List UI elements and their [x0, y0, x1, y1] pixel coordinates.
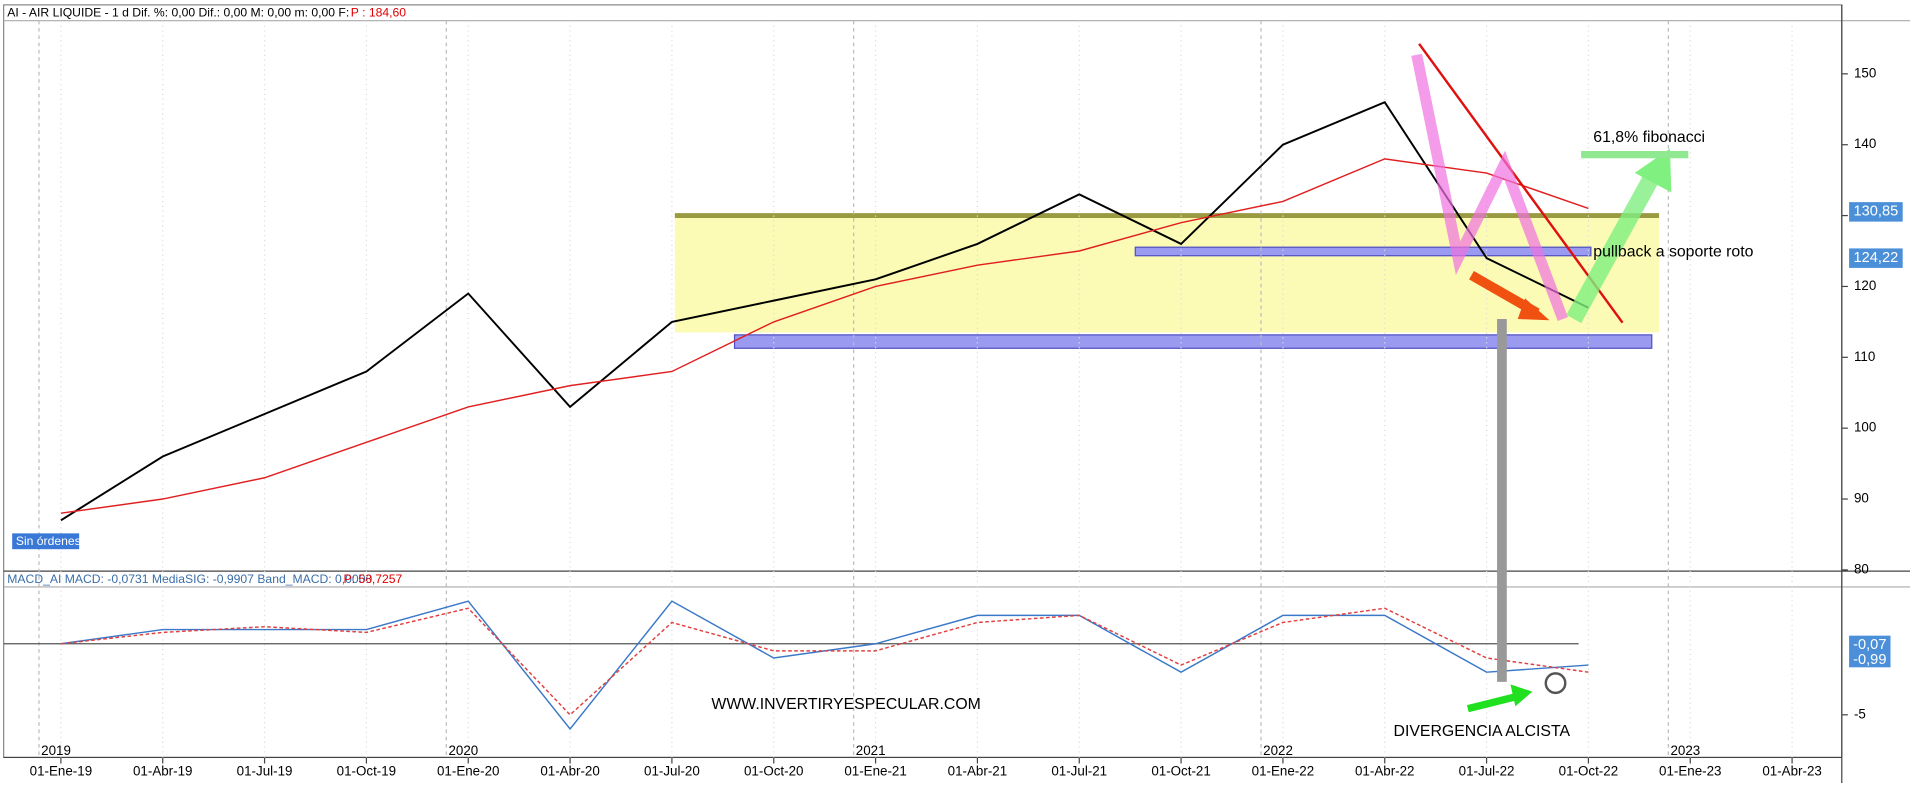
year-label: 2023	[1670, 743, 1700, 758]
x-tick-label: 01-Ene-23	[1659, 764, 1721, 779]
x-tick-label: 01-Jul-20	[644, 764, 700, 779]
wave-drawing	[1411, 53, 1568, 321]
year-label: 2019	[41, 743, 71, 758]
y-tick-label: 90	[1854, 491, 1869, 506]
year-label: 2021	[856, 743, 886, 758]
y-tick-label: 140	[1854, 136, 1876, 151]
annotation: pullback a soporte roto	[1593, 243, 1753, 260]
chart-subtitle: P : 184,60	[351, 6, 406, 20]
series-line	[60, 158, 1589, 514]
y-tick-label: 100	[1854, 420, 1876, 435]
support-zone	[1134, 246, 1592, 257]
macd-title: MACD_AI MACD: -0,0731 MediaSIG: -0,9907 …	[7, 572, 372, 586]
annotation: WWW.INVERTIRYESPECULAR.COM	[711, 696, 980, 713]
x-tick-label: 01-Ene-19	[30, 764, 92, 779]
x-tick-label: 01-Oct-22	[1559, 764, 1618, 779]
range-zone	[674, 216, 1660, 333]
macd-badge	[1849, 635, 1891, 668]
x-tick-label: 01-Abr-21	[948, 764, 1007, 779]
chart-title: AI - AIR LIQUIDE - 1 d Dif. %: 0,00 Dif.…	[7, 6, 349, 20]
macd-label: -0,07	[1853, 637, 1886, 653]
x-tick-label: 01-Abr-22	[1355, 764, 1414, 779]
year-label: 2022	[1263, 743, 1293, 758]
x-tick-label: 01-Oct-20	[744, 764, 803, 779]
macd-label: -0,99	[1853, 652, 1886, 668]
y-tick-label: 120	[1854, 278, 1876, 293]
x-tick-label: 01-Abr-19	[133, 764, 192, 779]
series-line	[60, 100, 1589, 522]
annotation: 61,8% fibonacci	[1593, 129, 1705, 146]
x-tick-label: 01-Ene-22	[1252, 764, 1314, 779]
x-tick-label: 01-Abr-20	[540, 764, 599, 779]
year-label: 2020	[448, 743, 478, 758]
annotation: DIVERGENCIA ALCISTA	[1394, 723, 1571, 740]
price-label: 124,22	[1854, 250, 1899, 266]
price-label: 130,85	[1854, 204, 1899, 220]
divergence-arrow	[1466, 692, 1518, 713]
x-tick-label: 01-Jul-19	[237, 764, 293, 779]
plot: 01-Ene-19 01-Abr-19 01-Jul-19 01-Oct-19 01-E…	[3, 20, 1876, 779]
macd-subtitle: P: 58,7257	[344, 572, 403, 586]
x-tick-label: 01-Oct-21	[1151, 764, 1210, 779]
y-tick-label: 80	[1854, 561, 1869, 576]
y-tick-label: 150	[1854, 65, 1876, 80]
x-tick-label: 01-Ene-20	[437, 764, 499, 779]
status-text: Sin órdenes	[16, 534, 81, 548]
x-tick-label: 01-Ene-21	[844, 764, 906, 779]
series-line	[60, 600, 1589, 731]
x-tick-label: 01-Abr-23	[1762, 764, 1821, 779]
up-arrow	[1566, 168, 1662, 324]
x-tick-label: 01-Jul-22	[1459, 764, 1515, 779]
x-tick-label: 01-Oct-19	[337, 764, 396, 779]
arrowhead	[1634, 148, 1672, 193]
support-zone	[733, 334, 1653, 349]
y-tick-label: 110	[1854, 349, 1875, 364]
divergence-circle	[1544, 672, 1567, 695]
price-badge	[1849, 248, 1903, 268]
x-tick-label: 01-Jul-21	[1051, 764, 1107, 779]
status-badge	[12, 533, 80, 550]
arrowhead	[1517, 298, 1550, 321]
price-badge	[1849, 202, 1903, 222]
y-tick-label: -5	[1854, 706, 1866, 721]
